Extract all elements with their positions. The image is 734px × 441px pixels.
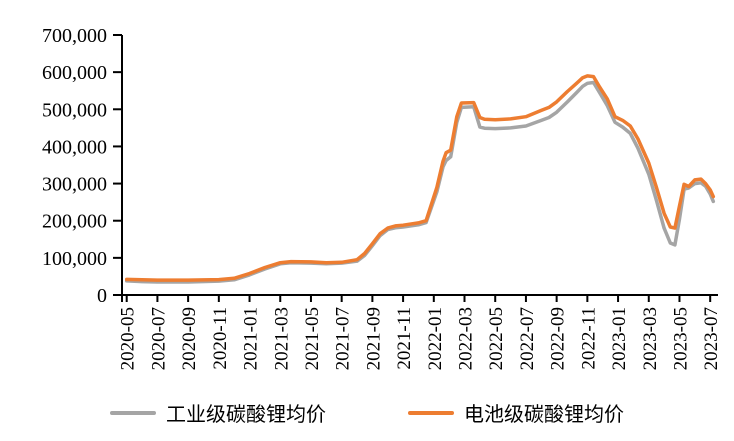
x-tick-label: 2020-07	[148, 307, 169, 370]
chart-legend: 工业级碳酸锂均价 电池级碳酸锂均价	[0, 398, 734, 427]
x-tick-label: 2020-05	[118, 307, 139, 370]
x-tick-label: 2022-01	[425, 307, 446, 370]
series-line-battery-grade	[124, 74, 716, 282]
x-tick-label: 2021-01	[241, 307, 262, 370]
x-tick-label: 2022-09	[548, 307, 569, 370]
x-tick-label: 2021-09	[363, 307, 384, 370]
x-tick-label: 2023-03	[640, 307, 661, 370]
y-tick-label: 100,000	[42, 248, 107, 270]
y-tick-label: 700,000	[42, 25, 107, 47]
x-tick-label: 2022-11	[578, 307, 599, 370]
y-tick-label: 400,000	[42, 136, 107, 158]
x-tick-label: 2022-03	[456, 307, 477, 370]
x-tick-label: 2020-09	[179, 307, 200, 370]
x-tick-label: 2022-07	[517, 307, 538, 370]
x-tick-label: 2021-11	[394, 307, 415, 370]
legend-label-industrial-grade: 工业级碳酸锂均价	[166, 404, 326, 426]
legend-item-battery-grade: 电池级碳酸锂均价	[408, 398, 624, 427]
y-tick-label: 200,000	[42, 211, 107, 233]
y-tick-label: 500,000	[42, 99, 107, 121]
x-tick-label: 2023-07	[701, 307, 722, 370]
x-tick-label: 2023-05	[670, 307, 691, 370]
x-tick-label: 2021-07	[333, 307, 354, 370]
x-tick-label: 2020-11	[210, 307, 231, 370]
x-tick-label: 2021-05	[302, 307, 323, 370]
y-tick-label: 300,000	[42, 174, 107, 196]
legend-swatch-industrial-grade	[110, 410, 156, 415]
series-line-industrial-grade	[124, 80, 716, 284]
x-tick-label: 2022-05	[486, 307, 507, 370]
legend-item-industrial-grade: 工业级碳酸锂均价	[110, 398, 326, 427]
y-tick-label: 600,000	[42, 62, 107, 84]
legend-swatch-battery-grade	[408, 410, 454, 415]
price-chart: 0 100,000 200,000 300,000 400,000 500,000 600,…	[42, 25, 722, 370]
legend-label-battery-grade: 电池级碳酸锂均价	[464, 404, 624, 426]
x-tick-label: 2023-01	[609, 307, 630, 370]
x-tick-label: 2021-03	[271, 307, 292, 370]
y-tick-label: 0	[97, 285, 107, 307]
